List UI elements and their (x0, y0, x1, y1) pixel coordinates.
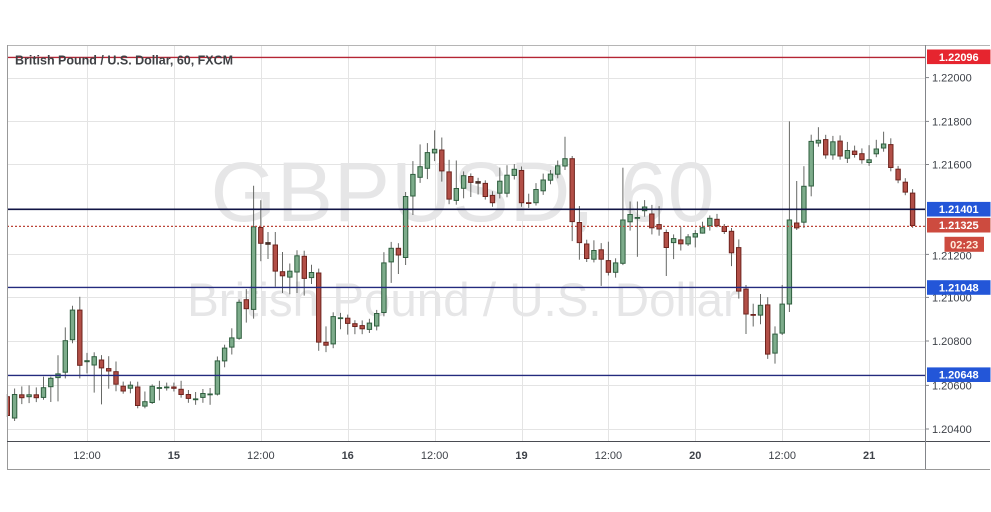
svg-text:1.20800: 1.20800 (932, 336, 972, 348)
svg-text:15: 15 (168, 450, 180, 462)
svg-text:02:23: 02:23 (950, 239, 978, 251)
svg-text:1.20400: 1.20400 (932, 424, 972, 436)
svg-text:12:00: 12:00 (73, 450, 101, 462)
svg-text:12:00: 12:00 (247, 450, 275, 462)
svg-text:British Pound / U.S. Dollar, 6: British Pound / U.S. Dollar, 60, FXCM (15, 54, 233, 68)
svg-text:1.22096: 1.22096 (939, 52, 979, 64)
svg-text:12:00: 12:00 (421, 450, 449, 462)
svg-text:1.21401: 1.21401 (939, 204, 979, 216)
svg-text:1.21325: 1.21325 (939, 220, 979, 232)
svg-text:21: 21 (863, 450, 875, 462)
svg-text:12:00: 12:00 (595, 450, 623, 462)
svg-text:1.22000: 1.22000 (932, 73, 972, 85)
svg-text:12:00: 12:00 (768, 450, 796, 462)
svg-text:British Pound / U.S. Dollar: British Pound / U.S. Dollar (187, 274, 739, 327)
svg-text:1.21200: 1.21200 (932, 250, 972, 262)
svg-text:20: 20 (689, 450, 701, 462)
svg-text:1.21000: 1.21000 (932, 292, 972, 304)
svg-text:1.20648: 1.20648 (939, 370, 979, 382)
svg-text:19: 19 (515, 450, 527, 462)
svg-text:1.20600: 1.20600 (932, 380, 972, 392)
svg-text:16: 16 (342, 450, 354, 462)
svg-text:GBPUSD, 60: GBPUSD, 60 (211, 145, 716, 239)
svg-text:1.21800: 1.21800 (932, 116, 972, 128)
svg-text:1.21600: 1.21600 (932, 160, 972, 172)
svg-text:1.21048: 1.21048 (939, 283, 979, 295)
